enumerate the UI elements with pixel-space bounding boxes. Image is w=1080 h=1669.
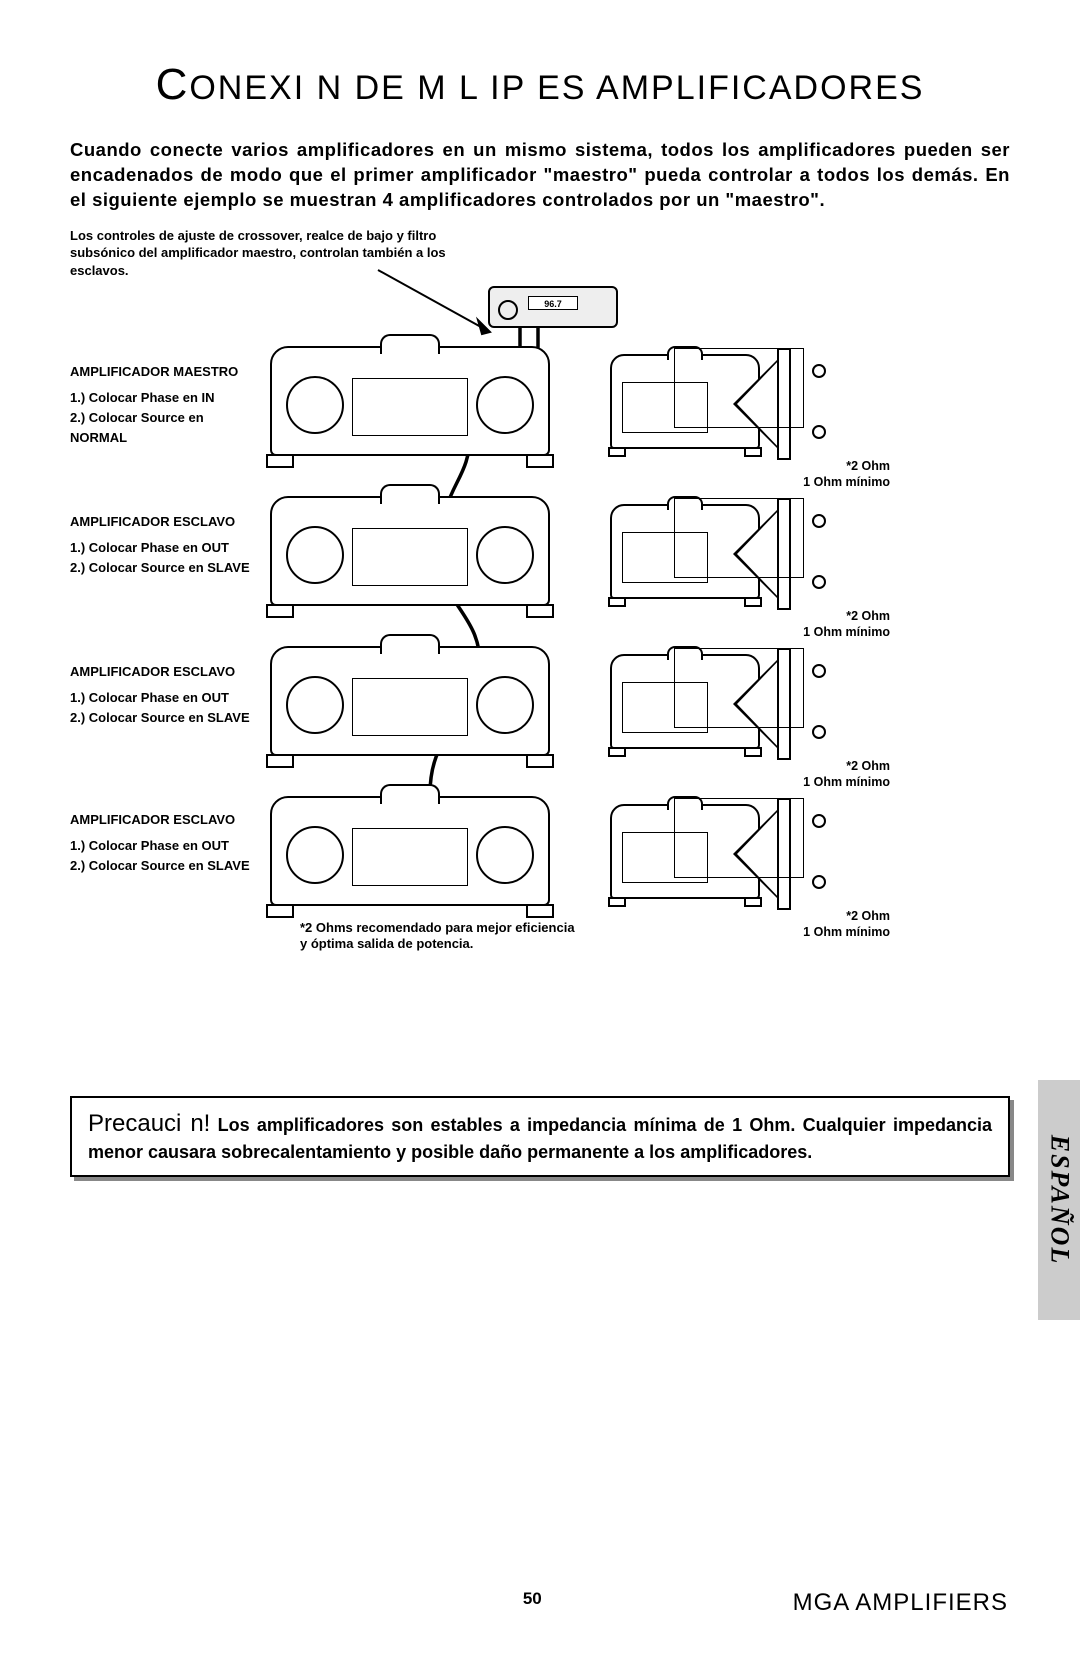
speaker-overlay-1 <box>674 348 804 428</box>
intro-paragraph: Cuando conecte varios amplificadores en … <box>70 138 1010 213</box>
page-title: CONEXI N DE M L IP ES AMPLIFICADORES <box>70 60 1010 110</box>
ohm-4: *2 Ohm1 Ohm mínimo <box>780 908 890 941</box>
speaker-overlay-2 <box>674 498 804 578</box>
label-slave-2: AMPLIFICADOR ESCLAVO 1.) Colocar Phase e… <box>70 662 260 728</box>
amplifier-slave-2 <box>270 646 550 756</box>
wiring-diagram: 96.7 <box>70 286 1010 986</box>
label-slave-1: AMPLIFICADOR ESCLAVO 1.) Colocar Phase e… <box>70 512 260 578</box>
ohm-3: *2 Ohm1 Ohm mínimo <box>780 758 890 791</box>
caution-lead: Precauci n! <box>88 1110 210 1137</box>
radio-display: 96.7 <box>528 296 578 310</box>
head-unit: 96.7 <box>488 286 618 328</box>
amplifier-slave-3 <box>270 796 550 906</box>
speaker-overlay-4 <box>674 798 804 878</box>
page-number: 50 <box>272 1589 793 1617</box>
speaker-overlay-3 <box>674 648 804 728</box>
label-master: AMPLIFICADOR MAESTRO 1.) Colocar Phase e… <box>70 362 260 449</box>
language-tab: ESPAÑOL <box>1038 1080 1080 1320</box>
ohm-1: *2 Ohm1 Ohm mínimo <box>780 458 890 491</box>
title-rest: ONEXI N DE M L IP ES AMPLIFICADORES <box>189 69 924 107</box>
ohm-2: *2 Ohm1 Ohm mínimo <box>780 608 890 641</box>
caution-box: Precauci n! Los amplificadores son estab… <box>70 1096 1010 1177</box>
caution-body: Los amplificadores son estables a impeda… <box>88 1115 992 1162</box>
amplifier-master <box>270 346 550 456</box>
language-tab-text: ESPAÑOL <box>1044 1135 1074 1266</box>
title-cap: C <box>156 60 190 109</box>
efficiency-footnote: *2 Ohms recomendado para mejor eficienci… <box>300 920 575 954</box>
footer-brand: MGA AMPLIFIERS <box>793 1589 1008 1617</box>
amplifier-slave-1 <box>270 496 550 606</box>
page-footer: 50 MGA AMPLIFIERS <box>0 1589 1080 1617</box>
label-slave-3: AMPLIFICADOR ESCLAVO 1.) Colocar Phase e… <box>70 810 260 876</box>
